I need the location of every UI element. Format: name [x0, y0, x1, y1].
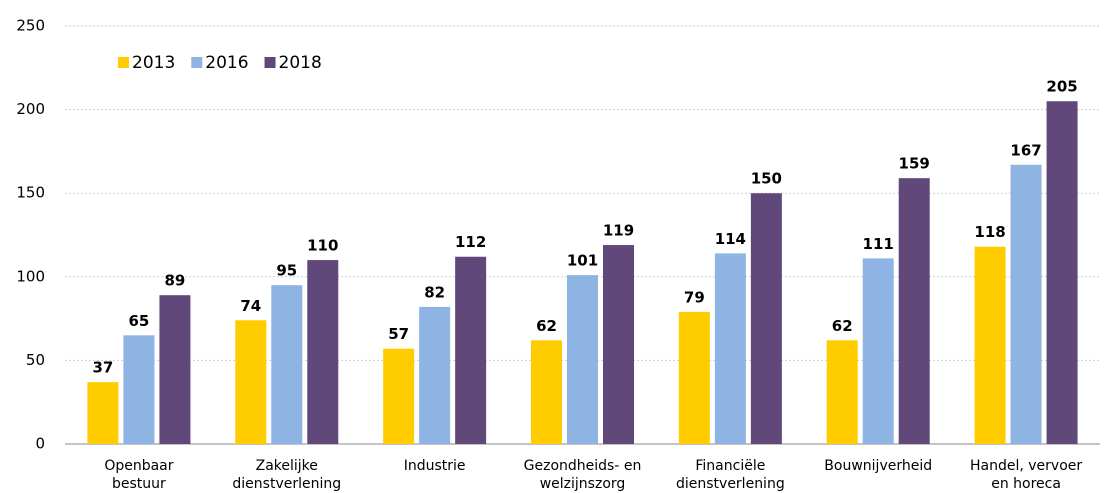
legend-swatch	[191, 57, 203, 68]
bar	[750, 193, 782, 444]
bar	[87, 382, 119, 444]
value-label: 62	[832, 317, 853, 335]
value-label: 112	[455, 233, 486, 251]
value-label: 37	[92, 359, 113, 377]
bar	[678, 311, 710, 444]
bar	[1046, 101, 1078, 445]
legend-label: 2018	[279, 53, 322, 73]
legend-label: 2013	[132, 53, 175, 73]
y-tick-label: 100	[16, 267, 45, 285]
legend-swatch	[264, 57, 276, 68]
value-label: 150	[751, 170, 782, 188]
x-tick-label: Handel, vervoer	[970, 458, 1082, 474]
value-label: 101	[567, 252, 598, 270]
value-label: 111	[863, 235, 894, 253]
bar	[271, 285, 303, 444]
x-tick-label: Openbaar	[104, 458, 173, 474]
bar	[307, 260, 339, 444]
x-tick-label: dienstverlening	[232, 476, 341, 492]
value-label: 205	[1046, 78, 1077, 96]
x-tick-label: Financiële	[695, 458, 765, 474]
value-label: 57	[388, 325, 409, 343]
bar	[603, 245, 634, 444]
x-tick-label: dienstverlening	[676, 476, 785, 492]
y-tick-label: 150	[16, 184, 45, 202]
y-tick-label: 250	[16, 17, 45, 35]
bar	[898, 178, 930, 445]
x-tick-label: Zakelijke	[256, 458, 318, 474]
bar	[826, 340, 858, 444]
x-tick-label: Industrie	[404, 458, 466, 474]
value-label: 89	[164, 272, 185, 290]
value-label: 82	[424, 283, 445, 301]
value-label: 65	[128, 312, 149, 330]
bar	[455, 256, 487, 444]
value-label: 95	[276, 262, 297, 280]
value-label: 74	[240, 297, 261, 315]
x-tick-label: Gezondheids- en	[524, 458, 642, 474]
x-tick-label: en horeca	[991, 476, 1061, 492]
legend-swatch	[118, 57, 129, 68]
legend-label: 2016	[205, 53, 248, 73]
value-label: 167	[1010, 141, 1041, 159]
value-label: 159	[899, 155, 930, 173]
bar	[1010, 164, 1042, 444]
x-tick-label: welzijnszorg	[540, 476, 626, 492]
value-label: 119	[603, 222, 634, 240]
y-tick-label: 200	[16, 100, 45, 118]
bar	[383, 348, 415, 444]
bar	[123, 335, 155, 444]
bar	[531, 340, 562, 444]
value-label: 110	[307, 237, 338, 255]
bar	[567, 275, 598, 444]
value-label: 114	[715, 230, 746, 248]
y-tick-label: 50	[26, 351, 45, 369]
value-label: 118	[974, 223, 1005, 241]
x-tick-label: Bouwnijverheid	[824, 458, 932, 474]
x-tick-label: bestuur	[112, 476, 166, 492]
value-label: 62	[536, 317, 557, 335]
bar	[159, 295, 191, 444]
bar	[714, 253, 746, 444]
bar	[862, 258, 894, 444]
bar	[974, 246, 1006, 444]
value-label: 79	[684, 288, 705, 306]
y-tick-label: 0	[35, 435, 45, 453]
bar	[235, 320, 267, 444]
bar	[419, 306, 451, 444]
